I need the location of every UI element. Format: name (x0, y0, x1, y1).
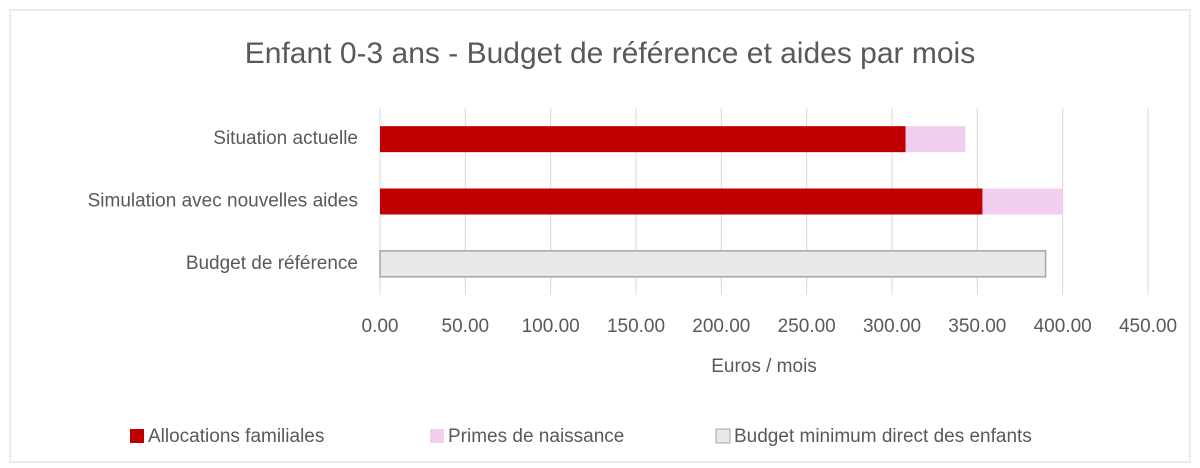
legend-label: Allocations familiales (148, 426, 324, 447)
x-tick-label: 150.00 (607, 316, 665, 337)
bar (905, 126, 966, 153)
legend-label: Primes de naissance (448, 426, 624, 447)
legend-swatch (130, 429, 144, 443)
x-tick-label: 50.00 (442, 316, 490, 337)
chart-frame (9, 9, 1191, 463)
x-tick-label: 300.00 (863, 316, 921, 337)
x-tick-label: 200.00 (692, 316, 750, 337)
legend-label: Budget minimum direct des enfants (734, 426, 1032, 447)
x-tick-label: 450.00 (1119, 316, 1177, 337)
chart-title: Enfant 0-3 ans - Budget de référence et … (245, 37, 975, 70)
legend-swatch (715, 428, 731, 444)
y-tick-label: Simulation avec nouvelles aides (88, 191, 358, 212)
bar (380, 188, 983, 215)
y-tick-label: Budget de référence (186, 253, 358, 274)
x-tick-label: 100.00 (522, 316, 580, 337)
x-tick-label: 0.00 (362, 316, 399, 337)
bar (982, 188, 1063, 215)
legend-swatch (430, 429, 444, 443)
x-tick-label: 400.00 (1034, 316, 1092, 337)
x-tick-label: 350.00 (948, 316, 1006, 337)
x-tick-label: 250.00 (778, 316, 836, 337)
x-axis-title: Euros / mois (711, 356, 817, 377)
y-tick-label: Situation actuelle (213, 128, 358, 149)
bar (379, 250, 1047, 278)
bar (380, 126, 906, 153)
